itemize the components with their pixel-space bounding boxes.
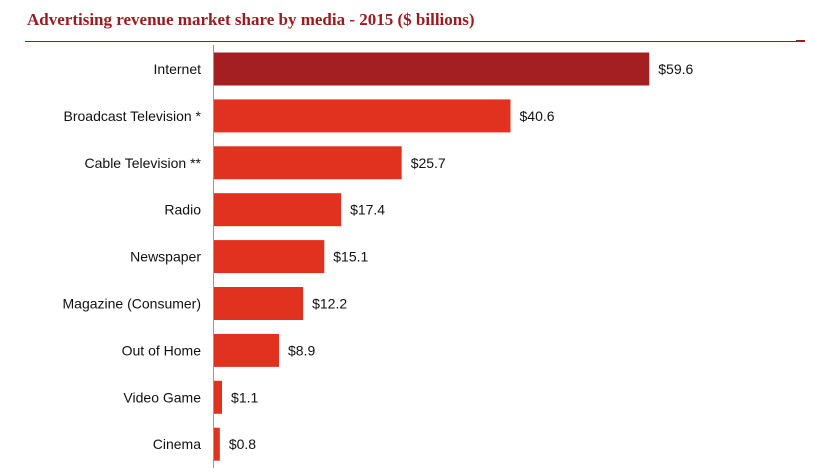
bar-broadcast-television (214, 99, 511, 133)
value-label: $0.8 (229, 436, 256, 452)
value-label: $17.4 (350, 202, 385, 218)
bar-magazine-consumer (214, 287, 304, 320)
bar-cable-television (214, 146, 402, 180)
bar-radio (214, 193, 342, 227)
value-label: $59.6 (658, 61, 693, 77)
category-label: Out of Home (122, 342, 202, 358)
bar-cinema (214, 427, 220, 461)
bar-newspaper (214, 240, 325, 274)
value-label: $25.7 (411, 155, 446, 171)
bar-out-of-home (214, 333, 279, 367)
category-label: Radio (164, 202, 201, 218)
title-underline-accent (796, 40, 805, 42)
value-label: $40.6 (520, 108, 555, 124)
bar-internet (214, 52, 650, 86)
bar-video-game (214, 380, 223, 414)
value-label: $12.2 (312, 296, 347, 312)
value-label: $15.1 (333, 249, 368, 265)
category-label: Cinema (153, 436, 201, 452)
value-label: $8.9 (288, 342, 315, 358)
title-underline (25, 41, 805, 42)
value-label: $1.1 (231, 389, 258, 405)
category-label: Broadcast Television * (64, 108, 202, 124)
category-label: Video Game (123, 389, 201, 405)
category-label: Internet (154, 61, 202, 77)
category-label: Newspaper (130, 249, 201, 265)
category-label: Cable Television ** (85, 155, 202, 171)
chart-title: Advertising revenue market share by medi… (27, 10, 475, 29)
category-label: Magazine (Consumer) (63, 296, 202, 312)
